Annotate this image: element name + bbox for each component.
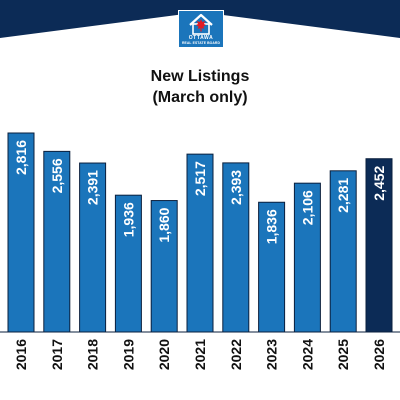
x-label-2017: 2017 bbox=[49, 339, 65, 370]
bar-2024 bbox=[293, 182, 321, 333]
value-label-2021: 2,517 bbox=[192, 161, 208, 196]
x-label-2025: 2025 bbox=[335, 339, 351, 370]
value-label-2020: 1,860 bbox=[156, 207, 172, 242]
bar-2016 bbox=[7, 132, 35, 333]
value-label-2026: 2,452 bbox=[371, 166, 387, 201]
bars-group bbox=[7, 132, 393, 333]
x-label-2026: 2026 bbox=[371, 339, 387, 370]
x-label-2018: 2018 bbox=[85, 339, 101, 370]
banner-shape bbox=[0, 0, 400, 38]
value-label-2017: 2,556 bbox=[49, 158, 65, 193]
x-label-2022: 2022 bbox=[228, 339, 244, 370]
bar-2026 bbox=[365, 158, 393, 333]
value-label-2019: 1,936 bbox=[120, 202, 136, 237]
ottawa-real-estate-board-logo: OTTAWA REAL ESTATE BOARD bbox=[178, 10, 224, 48]
x-label-2016: 2016 bbox=[13, 339, 29, 370]
bar-2022 bbox=[222, 162, 250, 333]
bar-2018 bbox=[79, 162, 107, 333]
chart-subtitle: (March only) bbox=[152, 89, 248, 106]
house-maple-leaf-icon bbox=[189, 13, 213, 35]
value-label-2024: 2,106 bbox=[299, 190, 315, 225]
logo-text-board: REAL ESTATE BOARD bbox=[181, 41, 221, 45]
value-label-2016: 2,816 bbox=[13, 140, 29, 175]
value-label-2023: 1,836 bbox=[264, 209, 280, 244]
value-label-2025: 2,281 bbox=[335, 178, 351, 213]
x-label-2019: 2019 bbox=[120, 339, 136, 370]
x-label-2021: 2021 bbox=[192, 339, 208, 370]
bar-2023 bbox=[258, 201, 286, 333]
value-label-2022: 2,393 bbox=[228, 170, 244, 205]
x-label-2023: 2023 bbox=[264, 339, 280, 370]
logo-text-ottawa: OTTAWA bbox=[188, 35, 214, 41]
x-axis-labels-group: 2016 2017 2018 2019 2020 2021 2022 2023 2024 2025… bbox=[13, 339, 387, 370]
value-label-2018: 2,391 bbox=[85, 170, 101, 205]
header-banner bbox=[0, 0, 400, 38]
x-label-2020: 2020 bbox=[156, 339, 172, 370]
x-label-2024: 2024 bbox=[299, 339, 315, 370]
value-labels-group: 2,816 2,556 2,391 1,936 1,860 2,517 2,393 1,836… bbox=[13, 140, 387, 245]
chart-title: New Listings bbox=[150, 68, 250, 85]
bar-2020 bbox=[150, 200, 178, 333]
